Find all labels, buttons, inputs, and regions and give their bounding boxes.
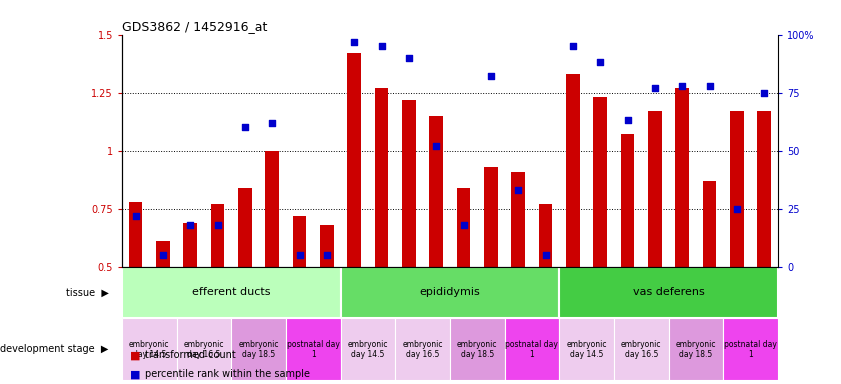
- Point: [211, 222, 225, 228]
- Point: [430, 143, 443, 149]
- Bar: [341, 318, 395, 380]
- Point: [183, 222, 197, 228]
- Bar: [286, 318, 341, 380]
- Bar: [669, 318, 723, 380]
- Text: embryonic
day 18.5: embryonic day 18.5: [238, 339, 279, 359]
- Bar: [156, 241, 170, 266]
- Text: embryonic
day 18.5: embryonic day 18.5: [457, 339, 498, 359]
- Text: postnatal day
1: postnatal day 1: [724, 339, 777, 359]
- Text: ■: ■: [130, 369, 140, 379]
- Bar: [594, 97, 607, 266]
- Bar: [293, 215, 306, 266]
- Point: [730, 205, 743, 212]
- Bar: [375, 88, 389, 266]
- Bar: [730, 111, 743, 266]
- Point: [457, 222, 470, 228]
- Point: [293, 252, 306, 258]
- Point: [320, 252, 334, 258]
- Point: [594, 60, 607, 66]
- Bar: [511, 172, 525, 266]
- Point: [347, 38, 361, 45]
- Point: [511, 187, 525, 193]
- Text: tissue  ▶: tissue ▶: [66, 288, 108, 298]
- Text: ■: ■: [130, 350, 140, 360]
- Text: percentile rank within the sample: percentile rank within the sample: [145, 369, 310, 379]
- Bar: [450, 318, 505, 380]
- Text: efferent ducts: efferent ducts: [192, 288, 271, 298]
- Text: epididymis: epididymis: [420, 288, 480, 298]
- Text: embryonic
day 16.5: embryonic day 16.5: [183, 339, 225, 359]
- Bar: [614, 318, 669, 380]
- Bar: [177, 318, 231, 380]
- Bar: [395, 318, 450, 380]
- Point: [539, 252, 553, 258]
- Text: transformed count: transformed count: [145, 350, 236, 360]
- Bar: [559, 318, 614, 380]
- Point: [266, 120, 279, 126]
- Bar: [723, 318, 778, 380]
- Bar: [238, 188, 251, 266]
- Point: [375, 43, 389, 49]
- Point: [758, 89, 771, 96]
- Bar: [231, 318, 286, 380]
- Bar: [402, 99, 415, 266]
- Point: [156, 252, 170, 258]
- Point: [484, 73, 498, 79]
- Bar: [758, 111, 771, 266]
- Bar: [347, 53, 361, 266]
- Point: [675, 83, 689, 89]
- Bar: [457, 188, 470, 266]
- Point: [238, 124, 251, 131]
- Bar: [183, 223, 197, 266]
- Text: embryonic
day 16.5: embryonic day 16.5: [621, 339, 662, 359]
- Bar: [648, 111, 662, 266]
- Text: development stage  ▶: development stage ▶: [1, 344, 108, 354]
- Bar: [320, 225, 334, 266]
- Bar: [266, 151, 279, 266]
- Bar: [539, 204, 553, 266]
- Bar: [484, 167, 498, 266]
- Text: postnatal day
1: postnatal day 1: [505, 339, 558, 359]
- Bar: [566, 74, 579, 266]
- Bar: [122, 266, 341, 318]
- Bar: [211, 204, 225, 266]
- Text: vas deferens: vas deferens: [632, 288, 705, 298]
- Point: [129, 212, 142, 218]
- Bar: [675, 88, 689, 266]
- Text: postnatal day
1: postnatal day 1: [287, 339, 340, 359]
- Bar: [430, 116, 443, 266]
- Text: embryonic
day 16.5: embryonic day 16.5: [402, 339, 443, 359]
- Point: [703, 83, 717, 89]
- Bar: [129, 202, 142, 266]
- Bar: [122, 318, 177, 380]
- Text: embryonic
day 14.5: embryonic day 14.5: [566, 339, 607, 359]
- Bar: [703, 181, 717, 266]
- Text: embryonic
day 14.5: embryonic day 14.5: [347, 339, 389, 359]
- Bar: [341, 266, 559, 318]
- Bar: [505, 318, 559, 380]
- Text: embryonic
day 14.5: embryonic day 14.5: [129, 339, 170, 359]
- Text: GDS3862 / 1452916_at: GDS3862 / 1452916_at: [122, 20, 267, 33]
- Point: [566, 43, 579, 49]
- Point: [402, 55, 415, 61]
- Point: [648, 85, 662, 91]
- Bar: [559, 266, 778, 318]
- Bar: [621, 134, 634, 266]
- Point: [621, 118, 634, 124]
- Text: embryonic
day 18.5: embryonic day 18.5: [675, 339, 717, 359]
